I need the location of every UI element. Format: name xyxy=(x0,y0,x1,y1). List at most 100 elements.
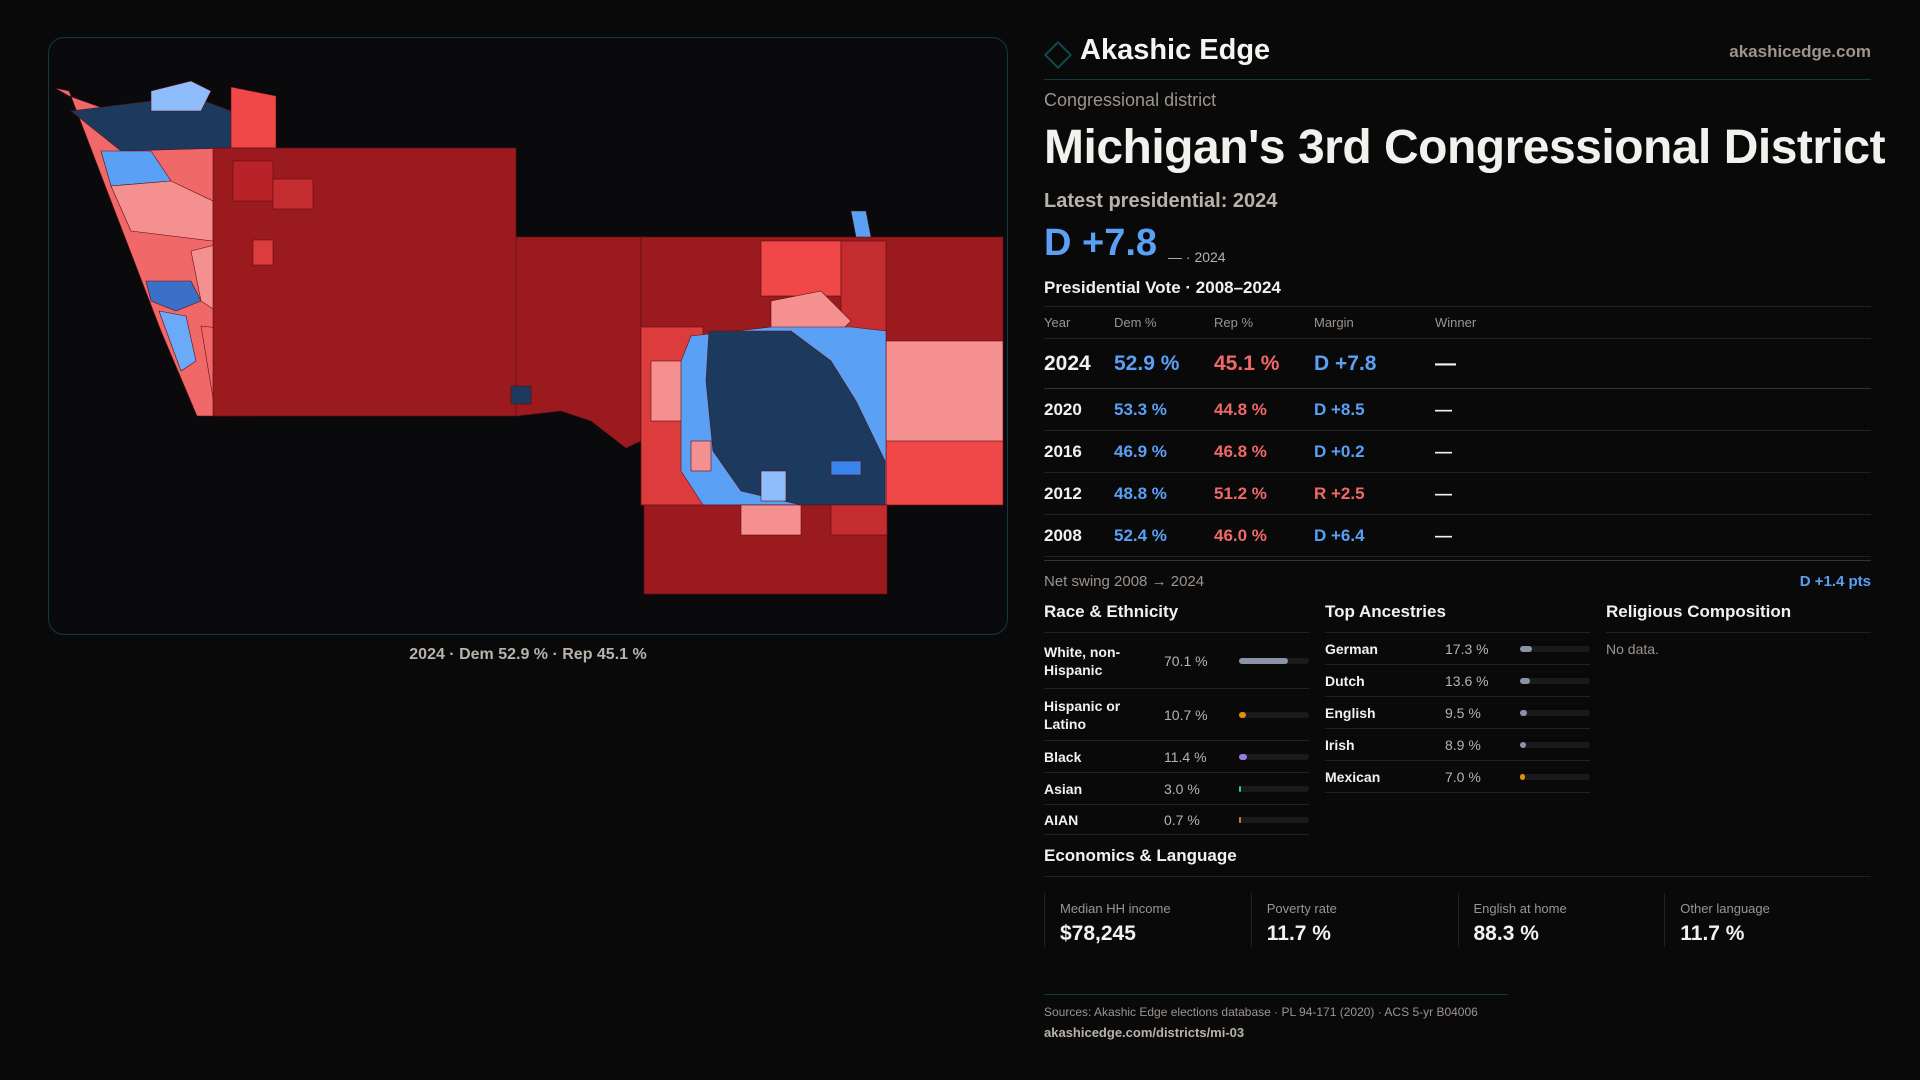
precinct xyxy=(770,290,852,332)
col-header: Winner xyxy=(1435,306,1871,339)
cell-winner: — xyxy=(1435,514,1871,557)
stat-card: English at home 88.3 % xyxy=(1457,893,1665,947)
cell-dem: 46.9 % xyxy=(1114,430,1214,473)
card-label: Poverty rate xyxy=(1266,901,1337,916)
no-data: No data. xyxy=(1606,641,1659,657)
stat-bar-fill xyxy=(1520,773,1525,780)
site-link[interactable]: akashicedge.com xyxy=(1729,42,1871,61)
cell-year: 2020 xyxy=(1044,388,1114,431)
col-header: Margin xyxy=(1314,306,1435,339)
stat-value: 10.7 % xyxy=(1164,706,1208,723)
swing-value: D +1.4 pts xyxy=(1799,573,1871,590)
cell-rep: 44.8 % xyxy=(1214,388,1314,431)
stat-value: 13.6 % xyxy=(1445,672,1489,689)
stat-bar xyxy=(1520,741,1590,748)
cell-year: 2024 xyxy=(1044,338,1114,389)
brand-name: Akashic Edge xyxy=(1080,34,1271,66)
section-title: Religious Composition xyxy=(1606,602,1871,633)
race-section: Race & Ethnicity White, non-Hispanic 70.1… xyxy=(1044,602,1309,835)
stat-row: German 17.3 % xyxy=(1325,633,1590,665)
cell-dem: 53.3 % xyxy=(1114,388,1214,431)
stat-label: German xyxy=(1325,640,1378,657)
cell-year: 2012 xyxy=(1044,472,1114,515)
precinct xyxy=(252,239,274,266)
cell-winner: — xyxy=(1435,388,1871,431)
stat-label: Black xyxy=(1044,748,1082,765)
stat-bar xyxy=(1520,645,1590,652)
table-row: 2020 53.3 % 44.8 % D +8.5— xyxy=(1044,388,1871,431)
stat-bar-fill xyxy=(1239,753,1247,760)
card-value: $78,245 xyxy=(1060,922,1136,945)
district-link[interactable]: akashicedge.com/districts/mi-03 xyxy=(1044,1025,1245,1040)
map-caption: 2024 · Dem 52.9 % · Rep 45.1 % xyxy=(409,646,647,663)
stat-row: Irish 8.9 % xyxy=(1325,729,1590,761)
header: Akashic Edge akashicedge.com xyxy=(1043,30,1871,80)
cell-rep: 45.1 % xyxy=(1214,338,1314,389)
stat-row: White, non-Hispanic 70.1 % xyxy=(1044,633,1309,689)
precinct xyxy=(850,210,872,238)
stat-card: Poverty rate 11.7 % xyxy=(1250,893,1458,947)
section-title: Top Ancestries xyxy=(1325,602,1590,633)
stat-bar xyxy=(1520,773,1590,780)
stat-row: Mexican 7.0 % xyxy=(1325,761,1590,793)
col-header: Dem % xyxy=(1114,306,1214,339)
stat-label: Dutch xyxy=(1325,672,1365,689)
cell-margin: D +8.5 xyxy=(1314,388,1435,431)
cell-rep: 46.0 % xyxy=(1214,514,1314,557)
stat-bar-fill xyxy=(1239,785,1242,792)
stat-value: 70.1 % xyxy=(1164,652,1208,669)
table-row: 2008 52.4 % 46.0 % D +6.4— xyxy=(1044,514,1871,557)
stat-label: White, non-Hispanic xyxy=(1044,643,1121,678)
precinct xyxy=(885,440,1004,506)
stat-row: Black 11.4 % xyxy=(1044,741,1309,773)
stat-bar xyxy=(1239,816,1309,823)
diamond-icon xyxy=(1043,40,1073,70)
precinct xyxy=(840,240,887,332)
religion-section: Religious Composition No data. xyxy=(1606,602,1871,657)
precinct xyxy=(272,178,314,210)
card-value: 88.3 % xyxy=(1473,922,1539,945)
stat-bar-fill xyxy=(1239,711,1247,718)
table-row: 2024 52.9 % 45.1 % D +7.8— xyxy=(1044,338,1871,389)
stat-bar-fill xyxy=(1520,677,1530,684)
stat-bar xyxy=(1520,677,1590,684)
page-title: Michigan's 3rd Congressional District xyxy=(1044,121,1886,174)
cell-dem: 48.8 % xyxy=(1114,472,1214,515)
econ-section: Economics & Language Median HH income $78… xyxy=(1044,846,1871,947)
votes-title: Presidential Vote · 2008–2024 xyxy=(1044,278,1281,297)
col-header: Rep % xyxy=(1214,306,1314,339)
stat-label: Mexican xyxy=(1325,768,1381,785)
stat-value: 8.9 % xyxy=(1445,736,1481,753)
stat-bar xyxy=(1239,785,1309,792)
card-label: Median HH income xyxy=(1060,901,1171,916)
cell-winner: — xyxy=(1435,430,1871,473)
latest-margin: D +7.8 xyxy=(1044,222,1158,264)
stat-value: 9.5 % xyxy=(1445,704,1481,721)
sources: Sources: Akashic Edge elections database… xyxy=(1044,1005,1478,1019)
ancestry-section: Top Ancestries German 17.3 % Dutch 13.6 % En… xyxy=(1325,602,1590,793)
card-label: Other language xyxy=(1680,901,1770,916)
cell-margin: D +7.8 xyxy=(1314,338,1435,389)
stat-row: Dutch 13.6 % xyxy=(1325,665,1590,697)
stat-value: 3.0 % xyxy=(1164,780,1200,797)
precinct xyxy=(510,385,532,405)
col-header: Year xyxy=(1044,306,1114,339)
stat-label: Hispanic or Latino xyxy=(1044,697,1121,732)
latest-sub: — · 2024 xyxy=(1168,249,1226,265)
table-row: 2012 48.8 % 51.2 % R +2.5— xyxy=(1044,472,1871,515)
cell-dem: 52.9 % xyxy=(1114,338,1214,389)
stat-bar-fill xyxy=(1520,709,1527,716)
stat-label: English xyxy=(1325,704,1376,721)
cell-winner: — xyxy=(1435,472,1871,515)
stat-bar xyxy=(1239,753,1309,760)
table-row: 2016 46.9 % 46.8 % D +0.2— xyxy=(1044,430,1871,473)
precinct xyxy=(830,504,888,536)
district-map[interactable] xyxy=(48,37,1008,635)
cell-margin: D +0.2 xyxy=(1314,430,1435,473)
stat-row: Asian 3.0 % xyxy=(1044,773,1309,805)
precinct xyxy=(230,86,277,149)
precinct xyxy=(690,440,712,472)
cell-rep: 51.2 % xyxy=(1214,472,1314,515)
precinct-map-svg xyxy=(54,80,1004,595)
stat-value: 17.3 % xyxy=(1445,640,1489,657)
